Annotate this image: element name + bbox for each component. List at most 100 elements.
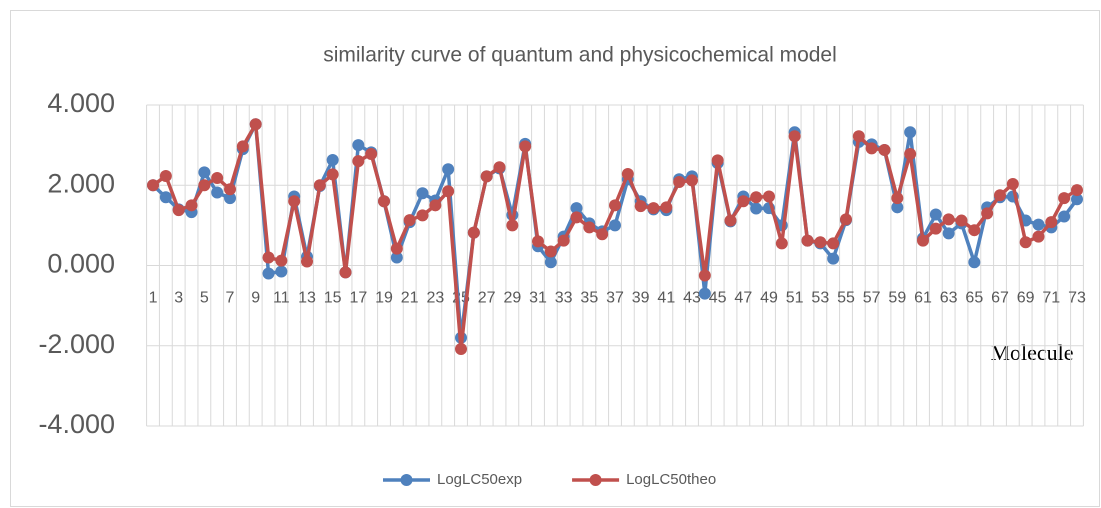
data-point [698, 269, 711, 282]
data-point [916, 234, 929, 247]
data-point [827, 237, 840, 250]
data-point [839, 213, 852, 226]
x-tick-label: 23 [426, 290, 444, 307]
x-tick-label: 3 [174, 290, 183, 307]
data-point [288, 195, 301, 208]
data-point [159, 170, 172, 183]
data-point [532, 235, 545, 248]
data-point [493, 161, 506, 174]
data-point [596, 228, 609, 241]
data-point [583, 221, 596, 234]
data-point [339, 266, 352, 279]
data-point [442, 163, 455, 176]
x-tick-label: 9 [251, 290, 260, 307]
data-point [621, 168, 634, 181]
data-point [224, 192, 237, 205]
y-tick-label: 2.000 [47, 168, 115, 198]
data-point [506, 219, 519, 232]
data-point [929, 222, 942, 235]
legend-marker [400, 474, 413, 486]
x-tick-label: 29 [503, 290, 521, 307]
data-point [609, 199, 621, 212]
x-tick-label: 69 [1017, 290, 1035, 307]
data-point [301, 255, 314, 268]
x-tick-label: 13 [298, 290, 316, 307]
data-point [750, 202, 763, 215]
data-point [1058, 210, 1071, 223]
data-point [326, 168, 339, 181]
data-point [762, 190, 775, 203]
x-tick-label: 65 [965, 290, 983, 307]
x-tick-label: 47 [734, 290, 752, 307]
data-point [1006, 178, 1019, 191]
data-point [775, 237, 788, 250]
data-point [904, 126, 917, 139]
data-point [480, 170, 493, 183]
x-tick-label: 19 [375, 290, 393, 307]
y-tick-label: -2.000 [38, 329, 115, 359]
data-point [647, 202, 660, 215]
x-tick-label: 11 [273, 290, 290, 307]
data-point [544, 256, 557, 269]
data-point [724, 214, 737, 227]
data-point [1058, 192, 1071, 205]
data-point [198, 179, 211, 192]
data-point [211, 172, 224, 185]
x-tick-label: 43 [683, 290, 701, 307]
y-tick-label: 4.000 [47, 88, 115, 118]
x-tick-label: 61 [914, 290, 932, 307]
data-point [429, 199, 442, 212]
data-point [416, 187, 429, 200]
data-point [352, 155, 365, 168]
data-point [634, 200, 647, 213]
x-tick-label: 67 [991, 290, 1009, 307]
data-point [236, 140, 249, 153]
data-point [673, 176, 686, 189]
x-tick-label: 1 [149, 290, 158, 307]
y-tick-label: -4.000 [38, 409, 115, 439]
data-point [172, 204, 185, 217]
data-point [365, 147, 378, 160]
data-point [609, 219, 621, 232]
data-point [968, 256, 981, 269]
x-tick-label: 63 [940, 290, 958, 307]
data-point [147, 179, 160, 192]
x-tick-label: 45 [709, 290, 727, 307]
legend-label: LogLC50exp [437, 471, 522, 488]
data-point [1032, 230, 1045, 243]
data-point [852, 130, 865, 143]
legend-marker [589, 474, 602, 486]
data-point [1045, 216, 1058, 229]
x-tick-label: 17 [349, 290, 367, 307]
data-point [801, 234, 814, 247]
x-tick-label: 59 [888, 290, 906, 307]
data-point [788, 130, 801, 143]
x-tick-label: 55 [837, 290, 855, 307]
data-point [827, 252, 840, 265]
x-tick-label: 7 [226, 290, 235, 307]
data-point [570, 211, 583, 224]
x-tick-label: 21 [401, 290, 419, 307]
data-point [968, 224, 981, 237]
data-point [685, 174, 698, 187]
data-point [891, 192, 904, 205]
x-tick-label: 37 [606, 290, 624, 307]
data-point [737, 195, 750, 208]
data-point [416, 209, 429, 222]
data-point [955, 214, 968, 227]
x-tick-label: 33 [555, 290, 573, 307]
data-point [313, 179, 326, 192]
data-point [275, 254, 288, 267]
data-point [390, 242, 403, 255]
data-point [403, 214, 416, 227]
data-point [750, 191, 763, 204]
data-point [1070, 193, 1083, 206]
data-point [878, 143, 891, 156]
data-point [891, 201, 904, 214]
data-point [378, 195, 391, 208]
data-point [198, 166, 211, 179]
x-tick-label: 39 [632, 290, 650, 307]
data-point [262, 251, 275, 264]
data-point [249, 118, 262, 131]
